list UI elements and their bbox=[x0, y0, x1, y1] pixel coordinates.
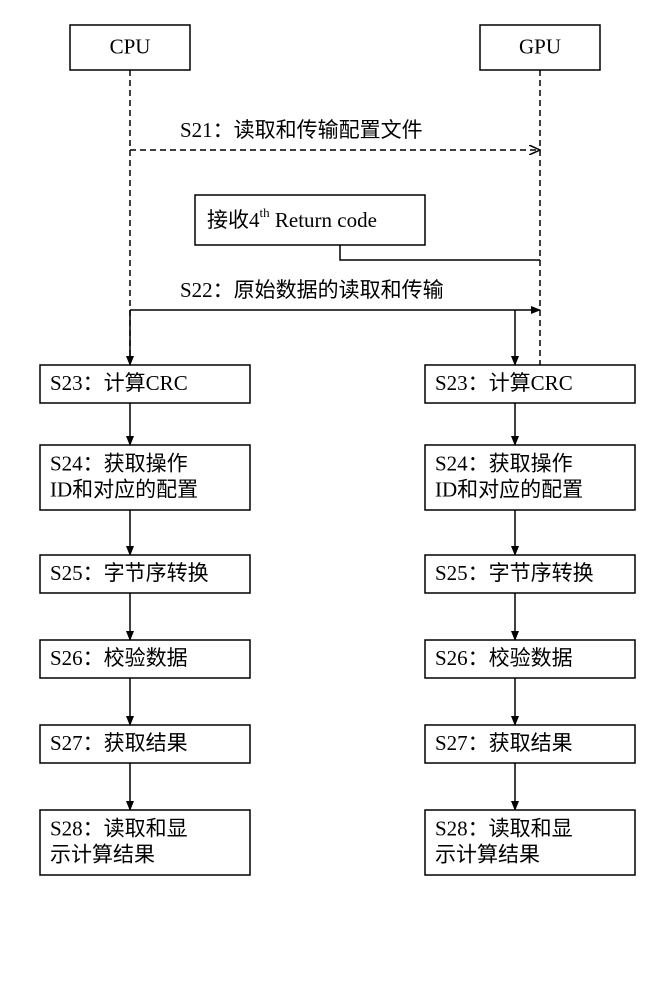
s22-label: S22：原始数据的读取和传输 bbox=[180, 278, 444, 302]
cpu-s28-label1: S28：读取和显 bbox=[50, 816, 188, 840]
gpu-s26-label: S26：校验数据 bbox=[435, 646, 573, 670]
cpu-s25-label: S25：字节序转换 bbox=[50, 561, 209, 585]
gpu-s28-label2: 示计算结果 bbox=[435, 842, 540, 866]
cpu-s24-label2: ID和对应的配置 bbox=[50, 477, 198, 501]
return-code-tail bbox=[340, 245, 540, 260]
cpu-s26-label: S26：校验数据 bbox=[50, 646, 188, 670]
gpu-s23-label: S23：计算CRC bbox=[435, 371, 573, 395]
cpu-s24-label1: S24：获取操作 bbox=[50, 451, 188, 475]
return-code-text: 接收4th Return code bbox=[207, 205, 377, 232]
cpu-s27-label: S27：获取结果 bbox=[50, 731, 188, 755]
cpu-s23-label: S23：计算CRC bbox=[50, 371, 188, 395]
gpu-s24-label1: S24：获取操作 bbox=[435, 451, 573, 475]
gpu-s27-label: S27：获取结果 bbox=[435, 731, 573, 755]
gpu-s28-label1: S28：读取和显 bbox=[435, 816, 573, 840]
gpu-label: GPU bbox=[519, 34, 561, 58]
s21-label: S21：读取和传输配置文件 bbox=[180, 118, 423, 142]
cpu-s28-label2: 示计算结果 bbox=[50, 842, 155, 866]
cpu-label: CPU bbox=[110, 34, 151, 58]
gpu-s25-label: S25：字节序转换 bbox=[435, 561, 594, 585]
return-code-label: 接收4th Return code bbox=[207, 205, 377, 232]
gpu-s24-label2: ID和对应的配置 bbox=[435, 477, 583, 501]
